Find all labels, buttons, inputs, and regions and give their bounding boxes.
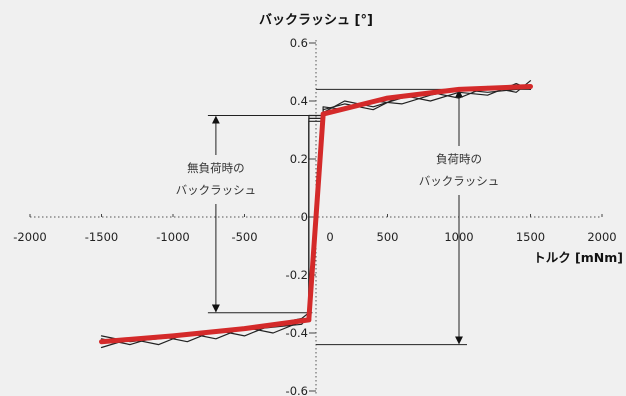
y-tick-label: 0.4	[290, 94, 308, 108]
series-line-main	[99, 84, 533, 345]
x-tick-label: -1000	[156, 230, 189, 244]
annotation-text: 負荷時の	[436, 152, 482, 166]
x-tick-label: 0	[326, 230, 333, 244]
annotation-text: 無負荷時の	[187, 161, 245, 175]
tick-labels: -2000 -1500 -1000 -500 0 500 1000 1500 2000 -0.6 -…	[13, 36, 616, 396]
y-tick-label: -0.2	[286, 268, 308, 282]
series-layer	[99, 80, 533, 349]
x-tick-label: 500	[377, 230, 399, 244]
x-tick-label: 2000	[587, 230, 616, 244]
x-tick-label: -500	[231, 230, 257, 244]
x-tick-label: 1500	[516, 230, 545, 244]
x-tick-label: -1500	[85, 230, 118, 244]
x-tick-label: -2000	[13, 230, 46, 244]
y-tick-label: -0.4	[286, 326, 308, 340]
x-axis-title: トルク [mNm]	[533, 250, 623, 265]
x-tick-label: 1000	[444, 230, 473, 244]
y-tick-label: -0.6	[286, 384, 308, 396]
annotation-text: バックラッシュ	[176, 183, 257, 197]
annotation-text: バックラッシュ	[419, 174, 500, 188]
y-tick-label: 0.2	[290, 152, 308, 166]
y-tick-label: 0.6	[290, 36, 308, 50]
y-tick-label: 0	[301, 210, 308, 224]
y-axis-title: バックラッシュ [°]	[259, 13, 373, 28]
series-line-sample	[100, 82, 532, 346]
